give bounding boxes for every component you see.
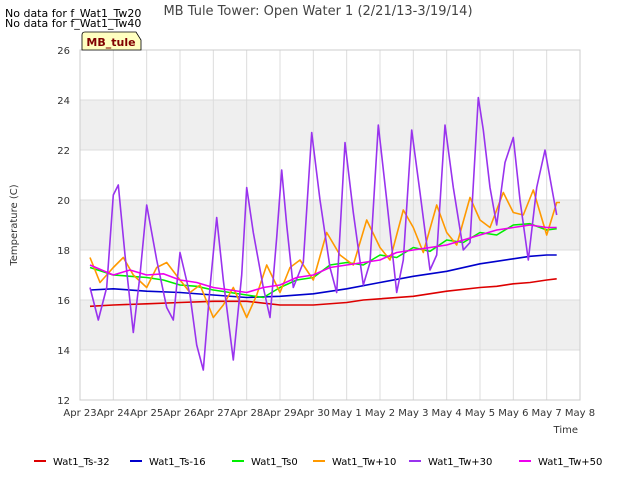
y-axis-title: Temperature (C) xyxy=(9,184,20,266)
legend-item: Wat1_Tw+30 xyxy=(409,457,492,468)
y-tick-label: 24 xyxy=(57,96,70,107)
x-tick-label: May 5 xyxy=(465,408,495,419)
y-tick-label: 14 xyxy=(57,346,70,357)
x-tick-label: May 4 xyxy=(432,408,462,419)
series-line-wat1-ts-32 xyxy=(89,278,557,308)
site-badge: MB_tule xyxy=(81,31,142,51)
series-layer xyxy=(89,96,560,371)
legend-item: Wat1_Ts-32 xyxy=(34,457,110,468)
no-data-notice-1: No data for f_Wat1_Tw20 xyxy=(5,7,142,20)
legend-label: Wat1_Ts-16 xyxy=(149,457,206,468)
x-tick-label: May 1 xyxy=(332,408,362,419)
x-tick-label: Apr 24 xyxy=(97,408,130,419)
plot-band xyxy=(80,100,580,150)
y-tick-label: 22 xyxy=(57,146,70,157)
legend-label: Wat1_Tw+30 xyxy=(428,457,492,468)
x-axis-title: Time xyxy=(553,425,578,436)
y-tick-labels: 12 14 16 18 20 22 24 26 xyxy=(57,46,70,407)
series-line-wat1-tw-10 xyxy=(89,189,560,319)
x-tick-label: May 2 xyxy=(365,408,395,419)
y-tick-label: 12 xyxy=(57,396,70,407)
plot-bands xyxy=(80,50,580,400)
series-line-wat1-tw-30 xyxy=(89,96,558,371)
x-tick-label: May 3 xyxy=(398,408,428,419)
x-tick-label: Apr 26 xyxy=(163,408,196,419)
x-tick-label: May 8 xyxy=(565,408,595,419)
legend-item: Wat1_Tw+50 xyxy=(519,457,602,468)
x-tick-label: Apr 28 xyxy=(230,408,263,419)
x-tick-label: Apr 29 xyxy=(263,408,296,419)
legend-label: Wat1_Ts0 xyxy=(251,457,298,468)
legend-item: Wat1_Tw+10 xyxy=(313,457,396,468)
x-tick-labels: Apr 23 Apr 24 Apr 25 Apr 26 Apr 27 Apr 28 Apr … xyxy=(63,408,595,419)
x-tick-label: Apr 30 xyxy=(297,408,330,419)
plot-band xyxy=(80,300,580,350)
series-line-wat1-tw-50 xyxy=(89,224,557,294)
x-tick-label: May 7 xyxy=(532,408,562,419)
plot-band xyxy=(80,200,580,250)
grid-lines xyxy=(79,49,581,401)
legend-label: Wat1_Tw+10 xyxy=(332,457,396,468)
chart-title: MB Tule Tower: Open Water 1 (2/21/13-3/1… xyxy=(163,4,472,19)
plot-border xyxy=(79,49,581,401)
legend-label: Wat1_Ts-32 xyxy=(53,457,110,468)
x-tick-label: Apr 25 xyxy=(130,408,163,419)
x-tick-label: Apr 27 xyxy=(197,408,230,419)
y-tick-label: 20 xyxy=(57,196,70,207)
x-tick-label: May 6 xyxy=(498,408,528,419)
legend-item: Wat1_Ts0 xyxy=(232,457,298,468)
site-label: MB_tule xyxy=(86,36,135,49)
legend-item: Wat1_Ts-16 xyxy=(130,457,206,468)
y-tick-label: 16 xyxy=(57,296,70,307)
no-data-notice-2: No data for f_Wat1_Tw40 xyxy=(5,17,142,30)
legend-label: Wat1_Tw+50 xyxy=(538,457,602,468)
y-tick-label: 18 xyxy=(57,246,70,257)
x-tick-label: Apr 23 xyxy=(63,408,96,419)
legend: Wat1_Ts-32 Wat1_Ts-16 Wat1_Ts0 Wat1_Tw+10 Wa… xyxy=(34,457,602,468)
y-tick-label: 26 xyxy=(57,46,70,57)
